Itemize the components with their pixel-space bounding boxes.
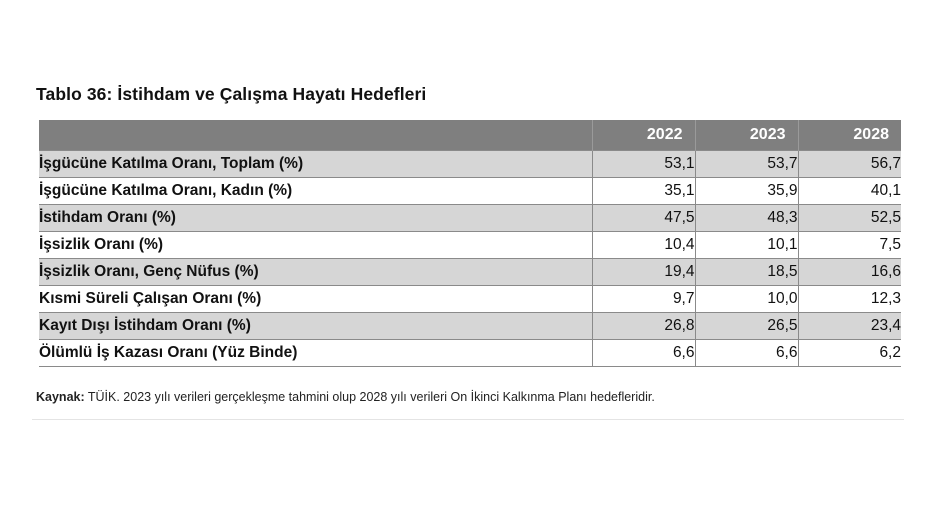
cell-value: 10,0: [694, 285, 798, 313]
cell-value: 12,3: [797, 285, 901, 313]
cell-value: 10,1: [694, 231, 798, 259]
cell-value: 26,8: [591, 312, 695, 340]
row-label: İstihdam Oranı (%): [39, 209, 176, 226]
cell-value: 53,1: [591, 150, 695, 178]
cell-value: 53,7: [694, 150, 798, 178]
row-label: İşgücüne Katılma Oranı, Kadın (%): [39, 182, 293, 199]
source-label: Kaynak:: [36, 390, 85, 404]
table-row: İşsizlik Oranı, Genç Nüfus (%) 19,4 18,5…: [39, 258, 901, 286]
cell-value: 47,5: [591, 204, 695, 232]
document-page: Tablo 36: İstihdam ve Çalışma Hayatı Hed…: [32, 78, 904, 422]
cell-value: 35,1: [591, 177, 695, 205]
cell-value: 18,5: [694, 258, 798, 286]
cell-value: 6,2: [797, 339, 901, 367]
cell-value: 7,5: [797, 231, 901, 259]
data-table: 2022 2023 2028 İşgücüne Katılma Oranı, T…: [39, 120, 901, 367]
table-row: Kayıt Dışı İstihdam Oranı (%) 26,8 26,5 …: [39, 312, 901, 340]
row-label: Ölümlü İş Kazası Oranı (Yüz Binde): [39, 344, 298, 361]
cell-value: 6,6: [694, 339, 798, 367]
divider: [32, 419, 904, 420]
cell-value: 9,7: [591, 285, 695, 313]
table-header-row: 2022 2023 2028: [39, 120, 901, 151]
cell-value: 35,9: [694, 177, 798, 205]
cell-value: 52,5: [797, 204, 901, 232]
cell-value: 19,4: [591, 258, 695, 286]
row-label: İşsizlik Oranı, Genç Nüfus (%): [39, 263, 259, 280]
cell-value: 56,7: [797, 150, 901, 178]
source-text: TÜİK. 2023 yılı verileri gerçekleşme tah…: [84, 390, 655, 404]
column-header-2028: 2028: [797, 120, 901, 151]
column-header-2023: 2023: [694, 120, 798, 151]
cell-value: 23,4: [797, 312, 901, 340]
table-row: İşsizlik Oranı (%) 10,4 10,1 7,5: [39, 231, 901, 259]
table-row: Ölümlü İş Kazası Oranı (Yüz Binde) 6,6 6…: [39, 339, 901, 367]
cell-value: 40,1: [797, 177, 901, 205]
row-label: Kayıt Dışı İstihdam Oranı (%): [39, 317, 251, 334]
row-label: İşsizlik Oranı (%): [39, 236, 164, 253]
cell-value: 10,4: [591, 231, 695, 259]
row-label: İşgücüne Katılma Oranı, Toplam (%): [39, 155, 304, 172]
cell-value: 48,3: [694, 204, 798, 232]
cell-value: 6,6: [591, 339, 695, 367]
table-row: İşgücüne Katılma Oranı, Toplam (%) 53,1 …: [39, 150, 901, 178]
cell-value: 26,5: [694, 312, 798, 340]
row-label: Kısmi Süreli Çalışan Oranı (%): [39, 290, 262, 307]
table-row: İstihdam Oranı (%) 47,5 48,3 52,5: [39, 204, 901, 232]
column-header-2022: 2022: [591, 120, 695, 151]
table-title: Tablo 36: İstihdam ve Çalışma Hayatı Hed…: [36, 84, 427, 104]
table-row: İşgücüne Katılma Oranı, Kadın (%) 35,1 3…: [39, 177, 901, 205]
table-row: Kısmi Süreli Çalışan Oranı (%) 9,7 10,0 …: [39, 285, 901, 313]
cell-value: 16,6: [797, 258, 901, 286]
header-blank-cell: [39, 120, 592, 151]
source-note: Kaynak: TÜİK. 2023 yılı verileri gerçekl…: [36, 390, 655, 404]
